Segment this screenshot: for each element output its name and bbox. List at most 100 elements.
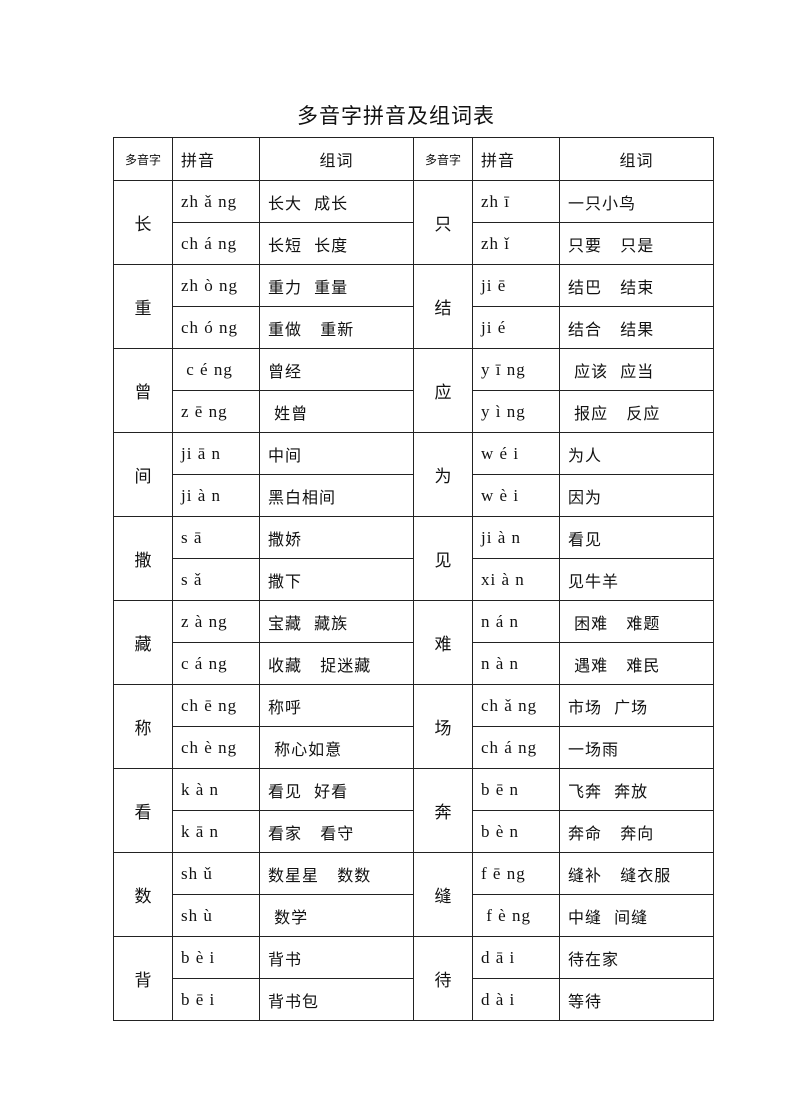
- words-cell: 中间: [259, 432, 414, 475]
- words-cell: 撒下: [259, 558, 414, 601]
- pinyin-cell: z ē ng: [172, 390, 260, 433]
- pinyin-cell: ch ó ng: [172, 306, 260, 349]
- words-cell: 曾经: [259, 348, 414, 391]
- pinyin-cell: y ī ng: [472, 348, 560, 391]
- header-pinyin: 拼音: [172, 137, 260, 181]
- words-cell: 看家 看守: [259, 810, 414, 853]
- words-cell: 黑白相间: [259, 474, 414, 517]
- polyphone-char: 重: [113, 264, 173, 349]
- table-row: s ǎ 撒下 xi à n 见牛羊: [114, 558, 714, 601]
- words-cell: 应该 应当: [559, 348, 714, 391]
- pinyin-cell: s ā: [172, 516, 260, 559]
- words-cell: 结巴 结束: [559, 264, 714, 307]
- words-cell: 一场雨: [559, 726, 714, 769]
- words-cell: 中缝 间缝: [559, 894, 714, 937]
- polyphone-char: 场: [413, 684, 473, 769]
- table-row: ji à n 黑白相间 w è i 因为: [114, 474, 714, 517]
- polyphone-char: 看: [113, 768, 173, 853]
- pinyin-cell: ji é: [472, 306, 560, 349]
- header-char: 多音字: [113, 137, 173, 181]
- words-cell: 因为: [559, 474, 714, 517]
- words-cell: 等待: [559, 978, 714, 1021]
- pinyin-cell: ch á ng: [472, 726, 560, 769]
- pinyin-cell: ji ā n: [172, 432, 260, 475]
- words-cell: 重力 重量: [259, 264, 414, 307]
- words-cell: 报应 反应: [559, 390, 714, 433]
- table-row: ch è ng 称心如意 ch á ng 一场雨: [114, 726, 714, 769]
- polyphone-char: 待: [413, 936, 473, 1021]
- pinyin-cell: xi à n: [472, 558, 560, 601]
- pinyin-cell: b ē i: [172, 978, 260, 1021]
- table-row: 称 ch ē ng 称呼场 ch ǎ ng 市场 广场: [113, 684, 714, 769]
- table-body: 多音字 拼音 组词 多音字 拼音 组词 长 zh ǎ ng 长大 成长只 zh ī 一只…: [113, 137, 714, 1021]
- table-row: 间 ji ā n 中间为 w é i 为人: [113, 432, 714, 517]
- table-row: k ā n 看家 看守 b è n 奔命 奔向: [114, 810, 714, 853]
- polyphone-char: 为: [413, 432, 473, 517]
- words-cell: 收藏 捉迷藏: [259, 642, 414, 685]
- pinyin-cell: d ā i: [472, 936, 560, 979]
- pinyin-cell: ch ǎ ng: [472, 684, 560, 727]
- polyphone-char: 缝: [413, 852, 473, 937]
- table-row: 数 sh ǔ 数星星 数数缝 f ē ng 缝补 缝衣服: [113, 852, 714, 937]
- pinyin-cell: z à ng: [172, 600, 260, 643]
- polyphone-char: 称: [113, 684, 173, 769]
- words-cell: 背书包: [259, 978, 414, 1021]
- words-cell: 数星星 数数: [259, 852, 414, 895]
- pinyin-cell: sh ù: [172, 894, 260, 937]
- words-cell: 姓曾: [259, 390, 414, 433]
- page-title: 多音字拼音及组词表: [297, 104, 495, 128]
- words-cell: 长短 长度: [259, 222, 414, 265]
- pinyin-cell: ji à n: [472, 516, 560, 559]
- table-row: z ē ng 姓曾 y ì ng 报应 反应: [114, 390, 714, 433]
- header-pinyin: 拼音: [472, 137, 560, 181]
- table-row: c á ng 收藏 捉迷藏 n à n 遇难 难民: [114, 642, 714, 685]
- polyphone-char: 数: [113, 852, 173, 937]
- polyphone-char: 只: [413, 180, 473, 265]
- table-row: ch ó ng 重做 重新 ji é 结合 结果: [114, 306, 714, 349]
- header-char: 多音字: [413, 137, 473, 181]
- words-cell: 市场 广场: [559, 684, 714, 727]
- pinyin-cell: b ē n: [472, 768, 560, 811]
- polyphone-char: 藏: [113, 600, 173, 685]
- pinyin-cell: w é i: [472, 432, 560, 475]
- polyphone-char: 曾: [113, 348, 173, 433]
- pinyin-cell: n á n: [472, 600, 560, 643]
- polyphone-char: 奔: [413, 768, 473, 853]
- words-cell: 称呼: [259, 684, 414, 727]
- pinyin-cell: ji à n: [172, 474, 260, 517]
- polyphone-char: 难: [413, 600, 473, 685]
- pinyin-cell: b è i: [172, 936, 260, 979]
- pinyin-cell: zh ǐ: [472, 222, 560, 265]
- pinyin-cell: b è n: [472, 810, 560, 853]
- words-cell: 重做 重新: [259, 306, 414, 349]
- pinyin-cell: ch è ng: [172, 726, 260, 769]
- words-cell: 缝补 缝衣服: [559, 852, 714, 895]
- pinyin-cell: y ì ng: [472, 390, 560, 433]
- words-cell: 结合 结果: [559, 306, 714, 349]
- words-cell: 只要 只是: [559, 222, 714, 265]
- pinyin-cell: ch ē ng: [172, 684, 260, 727]
- words-cell: 见牛羊: [559, 558, 714, 601]
- pinyin-cell: zh ǎ ng: [172, 180, 260, 223]
- pinyin-cell: f è ng: [472, 894, 560, 937]
- pinyin-cell: k à n: [172, 768, 260, 811]
- words-cell: 为人: [559, 432, 714, 475]
- polyphone-char: 长: [113, 180, 173, 265]
- pinyin-cell: ch á ng: [172, 222, 260, 265]
- table-row: 曾 c é ng 曾经应 y ī ng 应该 应当: [113, 348, 714, 433]
- pinyin-cell: ji ē: [472, 264, 560, 307]
- pinyin-cell: w è i: [472, 474, 560, 517]
- pinyin-cell: f ē ng: [472, 852, 560, 895]
- words-cell: 背书: [259, 936, 414, 979]
- words-cell: 遇难 难民: [559, 642, 714, 685]
- polyphone-char: 撒: [113, 516, 173, 601]
- polyphone-char: 应: [413, 348, 473, 433]
- pinyin-cell: d à i: [472, 978, 560, 1021]
- pinyin-cell: n à n: [472, 642, 560, 685]
- words-cell: 宝藏 藏族: [259, 600, 414, 643]
- words-cell: 数学: [259, 894, 414, 937]
